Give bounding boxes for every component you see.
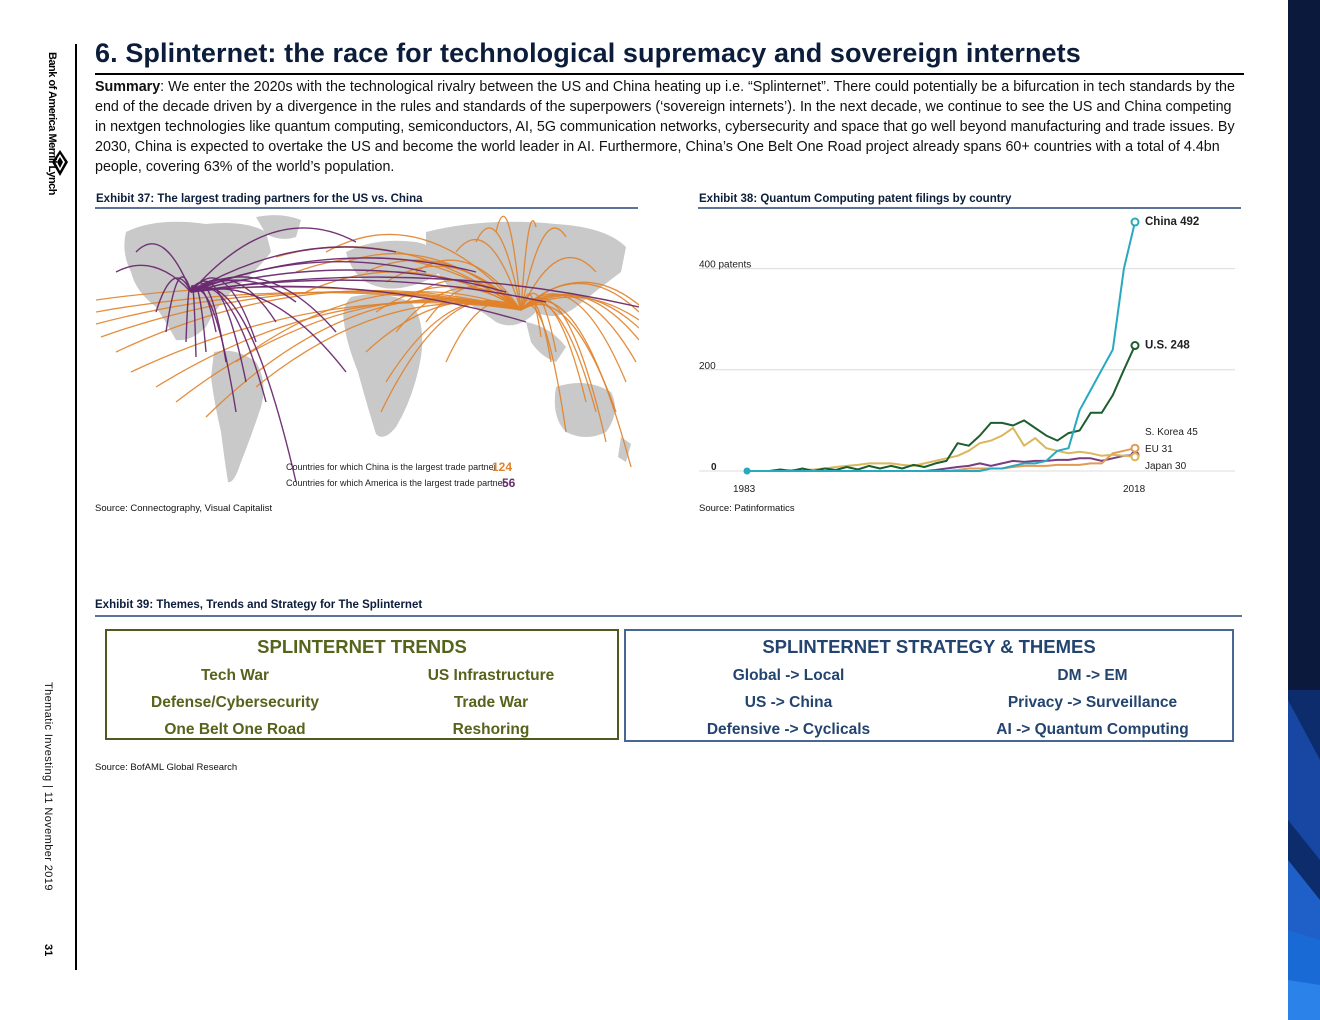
trend-item: Tech War bbox=[200, 667, 270, 684]
brand-logo bbox=[52, 150, 68, 176]
left-margin-rule bbox=[75, 44, 77, 970]
series-end-marker bbox=[1130, 443, 1140, 453]
exhibit39-rule bbox=[95, 615, 1242, 617]
exhibit37-rule bbox=[95, 207, 638, 209]
map-legend: Countries for which China is the largest… bbox=[286, 460, 516, 490]
us-trade-route bbox=[115, 264, 192, 293]
y-tick-label: 0 bbox=[711, 462, 717, 473]
exhibit38-source: Source: Patinformatics bbox=[699, 503, 795, 514]
china-trade-route bbox=[255, 302, 522, 388]
us-trade-route bbox=[190, 279, 297, 303]
exhibit39-title: Exhibit 39: Themes, Trends and Strategy … bbox=[95, 599, 423, 611]
china-trade-route bbox=[520, 292, 557, 353]
china-trade-route bbox=[385, 300, 522, 383]
us-trade-route bbox=[190, 276, 337, 333]
china-trade-route bbox=[520, 227, 567, 311]
us-trade-route bbox=[165, 276, 192, 333]
trend-item: One Belt One Road bbox=[164, 721, 306, 738]
side-footer: Thematic Investing | 11 November 2019 bbox=[42, 682, 54, 891]
china-trade-route bbox=[115, 289, 522, 353]
x-tick-label: 2018 bbox=[1123, 484, 1146, 495]
y-tick-label: 400 patents bbox=[699, 260, 751, 271]
china-trade-route bbox=[445, 301, 522, 363]
exhibit39-source: Source: BofAML Global Research bbox=[95, 762, 238, 773]
theme-item: Defensive -> Cyclicals bbox=[706, 721, 871, 738]
us-trade-route bbox=[190, 269, 507, 293]
us-trade-route bbox=[190, 276, 640, 308]
us-trade-route bbox=[190, 257, 477, 293]
series-end-marker bbox=[1130, 452, 1140, 462]
trend-item: Defense/Cybersecurity bbox=[151, 694, 319, 711]
us-trade-route bbox=[190, 285, 197, 358]
us-trade-route bbox=[190, 277, 257, 343]
trends-heading: SPLINTERNET TRENDS bbox=[257, 636, 467, 657]
splinternet-trends-box: SPLINTERNET TRENDS Tech War US Infrastru… bbox=[105, 629, 619, 740]
theme-item: Privacy -> Surveillance bbox=[1007, 694, 1178, 711]
trend-item: US Infrastructure bbox=[427, 667, 555, 684]
series-line-china bbox=[747, 221, 1136, 472]
title-rule bbox=[95, 73, 1244, 75]
us-trade-route bbox=[155, 277, 192, 313]
us-trade-route bbox=[190, 288, 347, 373]
us-trade-route bbox=[185, 286, 192, 343]
theme-item: US -> China bbox=[744, 694, 833, 711]
themes-heading: SPLINTERNET STRATEGY & THEMES bbox=[762, 636, 1096, 657]
china-trade-route bbox=[365, 300, 522, 353]
china-trade-route bbox=[325, 233, 522, 311]
exhibit37-source: Source: Connectography, Visual Capitalis… bbox=[95, 503, 273, 514]
brand-logo-text: Bank of America Merrill Lynch bbox=[46, 52, 58, 196]
patent-line-chart: 0 200 400 patents 1983 2018 China 492 U.S. 248… bbox=[699, 210, 1244, 500]
summary-text: : We enter the 2020s with the technologi… bbox=[95, 79, 1235, 175]
page-number: 31 bbox=[42, 944, 54, 957]
series-label: U.S. 248 bbox=[1145, 340, 1190, 352]
china-trade-route bbox=[475, 227, 522, 311]
x-tick-label: 1983 bbox=[733, 484, 756, 495]
splinternet-themes-box: SPLINTERNET STRATEGY & THEMES Global -> … bbox=[624, 629, 1234, 742]
summary-label: Summary bbox=[95, 79, 161, 95]
china-trade-route bbox=[425, 285, 522, 323]
us-trade-route bbox=[190, 227, 357, 293]
legend-china-value: 124 bbox=[492, 460, 512, 474]
y-tick-label: 200 bbox=[699, 361, 716, 372]
legend-us-value: 56 bbox=[502, 476, 516, 490]
theme-item: Global -> Local bbox=[732, 667, 845, 684]
us-trade-routes bbox=[115, 227, 640, 483]
series-end-marker bbox=[1130, 341, 1140, 351]
china-trade-route bbox=[455, 239, 522, 311]
trade-partners-map: Countries for which China is the largest… bbox=[95, 212, 640, 492]
series-end-marker bbox=[1130, 217, 1140, 227]
theme-item: AI -> Quantum Computing bbox=[996, 721, 1189, 738]
world-map-graphic: Countries for which China is the largest… bbox=[95, 215, 640, 490]
summary-paragraph: Summary: We enter the 2020s with the tec… bbox=[95, 77, 1245, 177]
trend-item: Trade War bbox=[453, 694, 529, 711]
china-trade-route bbox=[495, 215, 522, 311]
exhibit38-title: Exhibit 38: Quantum Computing patent fil… bbox=[699, 193, 1012, 205]
legend-china-label: Countries for which China is the largest… bbox=[286, 462, 497, 472]
china-trade-route bbox=[395, 287, 522, 333]
page-title: 6. Splinternet: the race for technologic… bbox=[95, 38, 1081, 68]
series-label: S. Korea 45 bbox=[1145, 427, 1198, 438]
series-start-marker bbox=[743, 467, 751, 475]
theme-item: DM -> EM bbox=[1057, 667, 1128, 684]
patent-chart-svg: 0 200 400 patents 1983 2018 China 492 U.S. 248… bbox=[699, 216, 1235, 495]
china-trade-route bbox=[520, 293, 542, 338]
exhibit37-title: Exhibit 37: The largest trading partners… bbox=[96, 193, 423, 205]
exhibit38-rule bbox=[698, 207, 1241, 209]
series-label: China 492 bbox=[1145, 216, 1199, 228]
trend-item: Reshoring bbox=[452, 721, 530, 738]
china-trade-route bbox=[520, 300, 632, 468]
us-trade-route bbox=[190, 278, 277, 323]
legend-us-label: Countries for which America is the large… bbox=[286, 478, 506, 488]
china-trade-route bbox=[235, 291, 522, 363]
series-label: EU 31 bbox=[1145, 444, 1173, 455]
us-trade-route bbox=[190, 285, 527, 323]
right-decorative-band bbox=[1288, 0, 1320, 1020]
series-label: Japan 30 bbox=[1145, 461, 1187, 472]
